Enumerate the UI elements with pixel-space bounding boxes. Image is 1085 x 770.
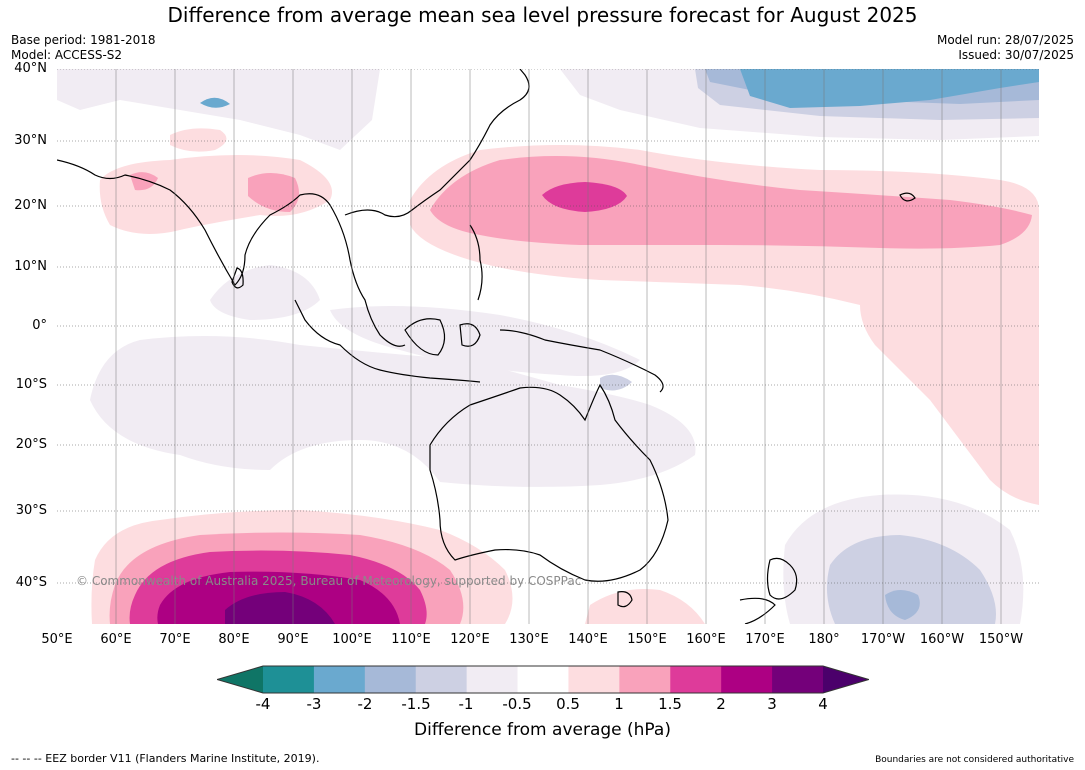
lon-label: 90°E xyxy=(277,632,309,647)
lon-label: 160°W xyxy=(919,632,965,647)
colorbar-swatch xyxy=(263,666,315,693)
colorbar-outline xyxy=(217,665,869,694)
issued-date: Issued: 30/07/2025 xyxy=(958,48,1074,62)
lat-label: 20°N xyxy=(14,198,47,213)
colorbar-tick: -1 xyxy=(458,695,474,713)
colorbar-tick: 1 xyxy=(614,695,624,713)
lon-label: 170°W xyxy=(860,632,906,647)
colorbar-tick: -3 xyxy=(306,695,322,713)
colorbar-tick: 1.5 xyxy=(658,695,682,713)
lon-label: 50°E xyxy=(41,632,73,647)
boundary-disclaimer: Boundaries are not considered authoritat… xyxy=(875,755,1074,765)
lon-label: 150°W xyxy=(978,632,1024,647)
colorbar-tick: -2 xyxy=(357,695,373,713)
lon-label: 140°E xyxy=(568,632,608,647)
colorbar-swatch xyxy=(568,666,620,693)
lon-label: 70°E xyxy=(159,632,191,647)
colorbar-swatch xyxy=(415,666,468,693)
colorbar-tick: 3 xyxy=(767,695,777,713)
colorbar-swatch xyxy=(619,666,671,693)
lat-label: 0° xyxy=(32,318,47,333)
lon-label: 110°E xyxy=(391,632,431,647)
lon-label: 180° xyxy=(808,632,840,647)
colorbar-tick: 0.5 xyxy=(556,695,580,713)
colorbar-tick: -0.5 xyxy=(502,695,532,713)
lat-label: 10°N xyxy=(14,259,47,274)
graticule-lon xyxy=(115,69,1002,624)
coastlines xyxy=(57,69,916,624)
lat-label: 30°S xyxy=(15,503,47,518)
colorbar-arrow-high xyxy=(823,666,869,693)
eez-note: -- -- -- EEZ border V11 (Flanders Marine… xyxy=(11,752,320,765)
colorbar-swatch xyxy=(364,666,417,693)
map-title: Difference from average mean sea level p… xyxy=(167,3,918,27)
lon-label: 170°E xyxy=(745,632,785,647)
lat-label: 20°S xyxy=(15,437,47,452)
lon-label: 80°E xyxy=(218,632,250,647)
colorbar xyxy=(217,665,869,694)
lat-label: 40°N xyxy=(14,61,47,76)
above-average-regions xyxy=(91,128,1039,624)
colorbar-swatch xyxy=(721,666,773,693)
lat-label: 40°S xyxy=(15,575,47,590)
colorbar-swatch xyxy=(313,666,366,693)
meta-right: Model run: 28/07/2025 Issued: 30/07/2025 xyxy=(937,33,1074,63)
lat-label: 10°S xyxy=(15,377,47,392)
lon-label: 160°E xyxy=(686,632,726,647)
colorbar-swatch xyxy=(466,666,519,693)
colorbar-arrow-low xyxy=(217,666,263,693)
lon-label: 130°E xyxy=(509,632,549,647)
model-run: Model run: 28/07/2025 xyxy=(936,33,1074,47)
lon-label: 150°E xyxy=(627,632,667,647)
pressure-anomaly-map xyxy=(57,69,1039,624)
lon-label: 60°E xyxy=(100,632,132,647)
colorbar-tick: 4 xyxy=(818,695,828,713)
meta-left: Base period: 1981-2018 Model: ACCESS-S2 xyxy=(11,33,156,63)
base-period: Base period: 1981-2018 xyxy=(11,33,156,47)
colorbar-tick: -4 xyxy=(255,695,271,713)
colorbar-tick: -1.5 xyxy=(401,695,431,713)
colorbar-tick: 2 xyxy=(716,695,726,713)
lon-label: 120°E xyxy=(450,632,490,647)
colorbar-swatch xyxy=(772,666,824,693)
copyright-notice: © Commonwealth of Australia 2025, Bureau… xyxy=(76,574,582,588)
colorbar-label: Difference from average (hPa) xyxy=(414,720,671,740)
lat-label: 30°N xyxy=(14,133,47,148)
colorbar-swatch xyxy=(670,666,722,693)
below-average-regions xyxy=(57,69,1039,624)
colorbar-swatch xyxy=(517,666,569,693)
model-name: Model: ACCESS-S2 xyxy=(11,48,123,62)
lon-label: 100°E xyxy=(332,632,372,647)
